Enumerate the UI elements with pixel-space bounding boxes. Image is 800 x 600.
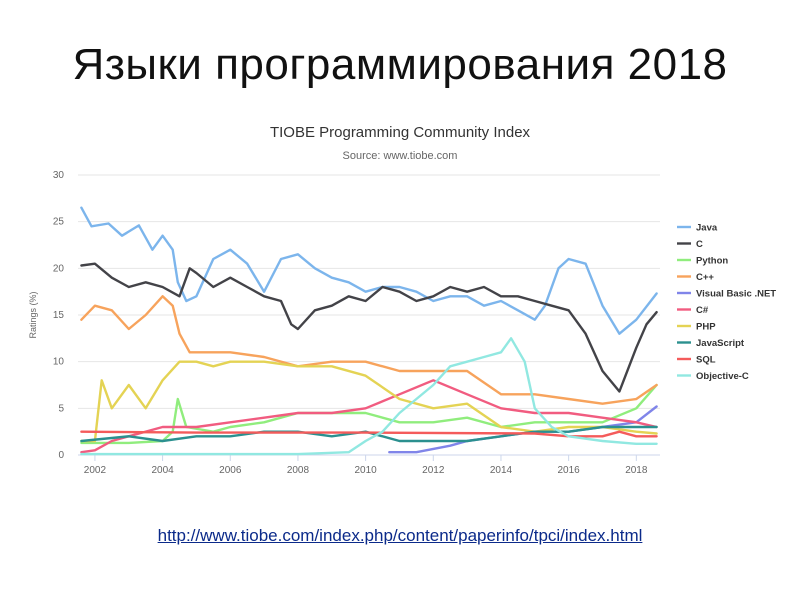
y-tick-label: 25 — [53, 217, 65, 228]
legend-item-sql: SQL — [696, 355, 716, 366]
chart-subtitle: Source: www.tiobe.com — [342, 150, 458, 162]
y-tick-label: 0 — [58, 450, 64, 461]
x-tick-label: 2012 — [422, 465, 445, 476]
series-line-c — [80, 262, 658, 393]
legend-item-objective-c: Objective-C — [696, 371, 749, 382]
series-line-c- — [80, 379, 658, 454]
tiobe-chart: TIOBE Programming Community Index Source… — [22, 118, 778, 484]
legend-item-python: Python — [696, 256, 728, 267]
x-tick-label: 2016 — [558, 465, 581, 476]
series-line-javascript — [80, 425, 658, 443]
x-tick-label: 2010 — [354, 465, 377, 476]
legend-item-c-: C++ — [696, 272, 714, 283]
y-tick-label: 20 — [53, 263, 65, 274]
x-tick-label: 2018 — [625, 465, 648, 476]
x-tick-label: 2006 — [219, 465, 242, 476]
x-tick-label: 2004 — [151, 465, 174, 476]
x-tick-label: 2008 — [287, 465, 310, 476]
legend-item-visual-basic-net: Visual Basic .NET — [696, 289, 776, 300]
legend-item-php: PHP — [696, 322, 716, 333]
x-tick-label: 2002 — [84, 465, 107, 476]
chart-title: TIOBE Programming Community Index — [269, 124, 531, 141]
series-line-c- — [80, 295, 658, 405]
y-axis-label: Ratings (%) — [28, 291, 38, 338]
y-tick-label: 10 — [53, 357, 65, 368]
y-tick-label: 5 — [58, 403, 64, 414]
legend-item-java: Java — [696, 223, 718, 234]
legend-item-c-: C# — [696, 305, 709, 316]
series-line-objective-c — [80, 337, 658, 456]
legend-item-c: C — [696, 239, 703, 250]
y-tick-label: 30 — [53, 170, 65, 181]
series-line-java — [80, 206, 658, 335]
y-tick-label: 15 — [53, 310, 65, 321]
chart-svg: 0 5 10 15 20 25 30 2002 2004 2006 2008 2010 2012 2014… — [28, 170, 776, 476]
x-tick-label: 2014 — [490, 465, 513, 476]
series-line-php — [80, 360, 658, 443]
slide-title: Языки программирования 2018 — [72, 40, 728, 89]
legend-item-javascript: JavaScript — [696, 338, 745, 349]
source-link[interactable]: http://www.tiobe.com/index.php/content/p… — [157, 526, 643, 545]
